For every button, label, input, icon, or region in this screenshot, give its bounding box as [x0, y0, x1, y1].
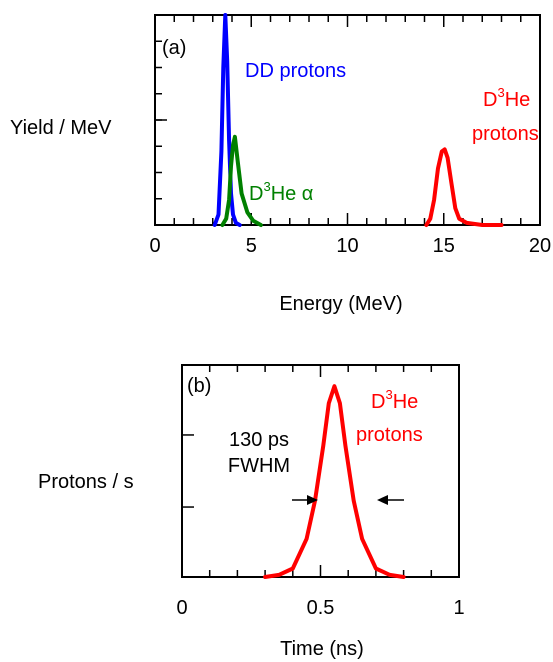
- annotation-b-protons: protons: [356, 424, 423, 446]
- annotation-a-d3he: D3He: [483, 85, 530, 111]
- panel-a-ticks: [154, 15, 541, 225]
- panel-a: 0 5 10 15 20 (a) Yield / MeV Energy (MeV) DD…: [10, 13, 551, 315]
- series-line-1: [220, 134, 263, 227]
- panel-a-label: (a): [162, 37, 186, 59]
- panel-a-x-tick-labels: 0 5 10 15 20: [149, 235, 551, 257]
- panel-b-x-tick-labels: 0 0.5 1: [176, 597, 464, 619]
- b-d3he-superscript: 3: [385, 387, 392, 402]
- panel-b-label: (b): [187, 375, 211, 397]
- x-tick-label: 1: [453, 597, 464, 619]
- annotation-dd-protons: DD protons: [245, 60, 346, 82]
- annotation-fwhm-line2: FWHM: [228, 455, 290, 477]
- alpha-rest: He α: [271, 183, 314, 205]
- a-d3he-rest: He: [505, 89, 531, 111]
- panel-a-x-axis-label: Energy (MeV): [279, 293, 402, 315]
- x-tick-label: 0: [149, 235, 160, 257]
- panel-b-x-axis-label: Time (ns): [280, 638, 364, 660]
- x-tick-label: 0.5: [307, 597, 335, 619]
- panel-b: 0 0.5 1 (b) Protons / s Time (ns) 130 ps F…: [38, 364, 465, 660]
- alpha-superscript: 3: [263, 179, 270, 194]
- x-tick-label: 10: [336, 235, 358, 257]
- b-d3he-d: D: [371, 391, 385, 413]
- b-d3he-rest: He: [393, 391, 419, 413]
- x-tick-label: 0: [176, 597, 187, 619]
- panel-b-ticks: [181, 365, 460, 577]
- annotation-b-d3he: D3He: [371, 387, 418, 413]
- x-tick-label: 20: [529, 235, 551, 257]
- panel-a-frame: [154, 14, 541, 226]
- x-tick-label: 5: [246, 235, 257, 257]
- series-line-0: [263, 384, 406, 579]
- a-d3he-superscript: 3: [497, 85, 504, 100]
- annotation-fwhm-line1: 130 ps: [229, 429, 289, 451]
- panel-a-y-axis-label: Yield / MeV: [10, 117, 112, 139]
- x-tick-label: 15: [433, 235, 455, 257]
- a-d3he-d: D: [483, 89, 497, 111]
- alpha-d: D: [249, 183, 263, 205]
- annotation-a-protons: protons: [472, 123, 539, 145]
- panel-b-y-axis-label: Protons / s: [38, 471, 134, 493]
- fwhm-arrow-right: [377, 495, 404, 505]
- panel-b-series: [263, 384, 406, 579]
- fwhm-arrow-left: [292, 495, 318, 505]
- annotation-d3he-alpha: D3He α: [249, 179, 313, 205]
- series-line-0: [212, 13, 242, 227]
- series-line-2: [424, 147, 504, 227]
- panel-a-series: [212, 13, 504, 227]
